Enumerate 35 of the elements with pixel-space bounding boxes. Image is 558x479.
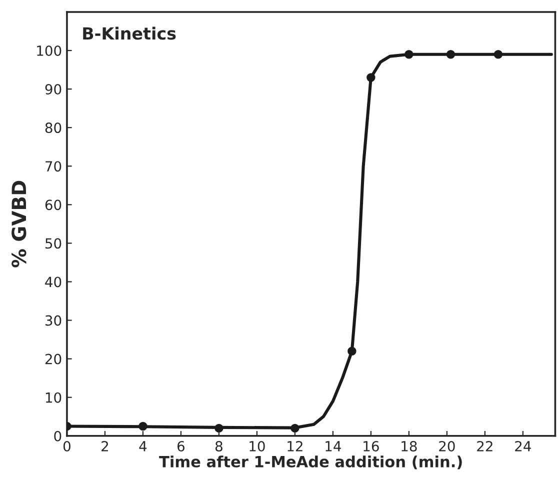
point [214,424,224,433]
x-tick-label: 10 [250,440,265,452]
y-tick-label: 80 [45,122,62,134]
y-tick-label: 10 [46,392,62,403]
x-tick-label: 8 [215,440,222,452]
y-tick-label: 20 [45,354,62,364]
x-tick-label: 18 [402,440,417,452]
point [366,73,376,82]
y-axis-title: % GVBD [12,180,26,268]
x-tick-label: 6 [178,440,184,452]
y-tick-label: 40 [45,276,62,288]
x-tick-label: 16 [364,440,379,452]
y-tick-label: 0 [54,430,62,442]
y-tick-label: 70 [46,161,62,172]
x-axis-title: Time after 1-MeAde addition (min.) [159,456,462,470]
x-tick-label: 4 [139,441,147,452]
x-tick-label: 12 [288,440,302,452]
x-tick-label: 20 [439,440,455,452]
y-tick-label: 60 [45,200,62,210]
x-tick-label: 22 [477,440,492,452]
point [138,422,148,431]
point [404,50,414,59]
x-tick-label: 24 [515,440,531,452]
y-tick-label: 30 [45,315,62,326]
point [494,50,503,59]
point [348,346,356,356]
point [290,424,300,433]
x-tick-label: 0 [63,440,70,452]
y-tick-label: 100 [37,45,62,56]
y-tick-label: 50 [45,238,62,249]
y-tick-label: 90 [45,84,62,95]
text: B-Kinetics [83,26,176,40]
x-tick-label: 2 [102,440,108,452]
x-tick-label: 14 [326,441,341,452]
point [446,50,456,59]
